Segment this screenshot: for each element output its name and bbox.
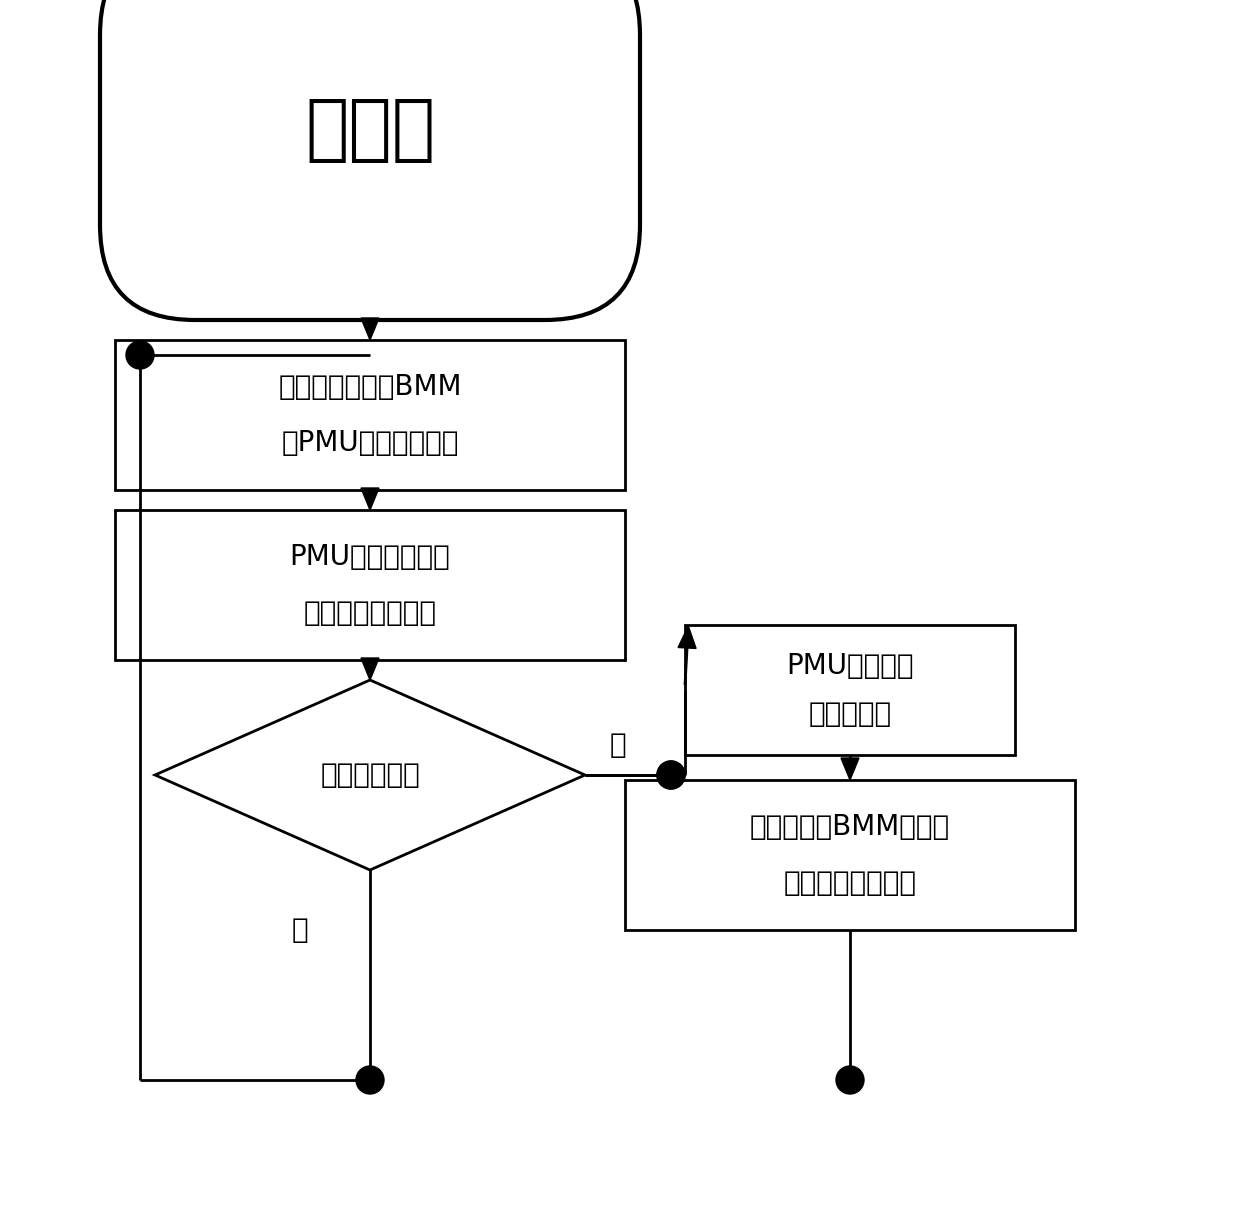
- Circle shape: [356, 1065, 384, 1093]
- Circle shape: [657, 761, 684, 789]
- Text: 是否需要均衡: 是否需要均衡: [320, 761, 420, 789]
- Text: PMU对电池参数进: PMU对电池参数进: [290, 542, 450, 570]
- Text: 进行主动均衡控制: 进行主动均衡控制: [784, 869, 916, 897]
- Text: 行电池一致性分析: 行电池一致性分析: [304, 599, 436, 627]
- Bar: [115, 340, 625, 490]
- Polygon shape: [361, 658, 379, 680]
- Text: 电池包中所有的BMM: 电池包中所有的BMM: [278, 373, 461, 401]
- Bar: [625, 780, 1075, 930]
- Polygon shape: [841, 758, 859, 780]
- Circle shape: [657, 761, 684, 789]
- Polygon shape: [155, 680, 585, 870]
- Text: 第一步: 第一步: [305, 95, 435, 165]
- Text: 接到命令的BMM对电池: 接到命令的BMM对电池: [750, 813, 950, 841]
- Text: PMU下发电池: PMU下发电池: [786, 652, 914, 680]
- Text: 是: 是: [610, 731, 626, 759]
- Text: 向PMU上送电池参数: 向PMU上送电池参数: [281, 429, 459, 457]
- Text: 串均衡命令: 串均衡命令: [808, 700, 892, 728]
- Bar: [115, 510, 625, 659]
- Bar: [684, 625, 1016, 755]
- Polygon shape: [361, 488, 379, 510]
- Polygon shape: [678, 627, 696, 649]
- Polygon shape: [361, 318, 379, 340]
- Circle shape: [126, 341, 154, 369]
- Text: 否: 否: [291, 915, 309, 944]
- FancyBboxPatch shape: [100, 0, 640, 321]
- Circle shape: [836, 1065, 864, 1093]
